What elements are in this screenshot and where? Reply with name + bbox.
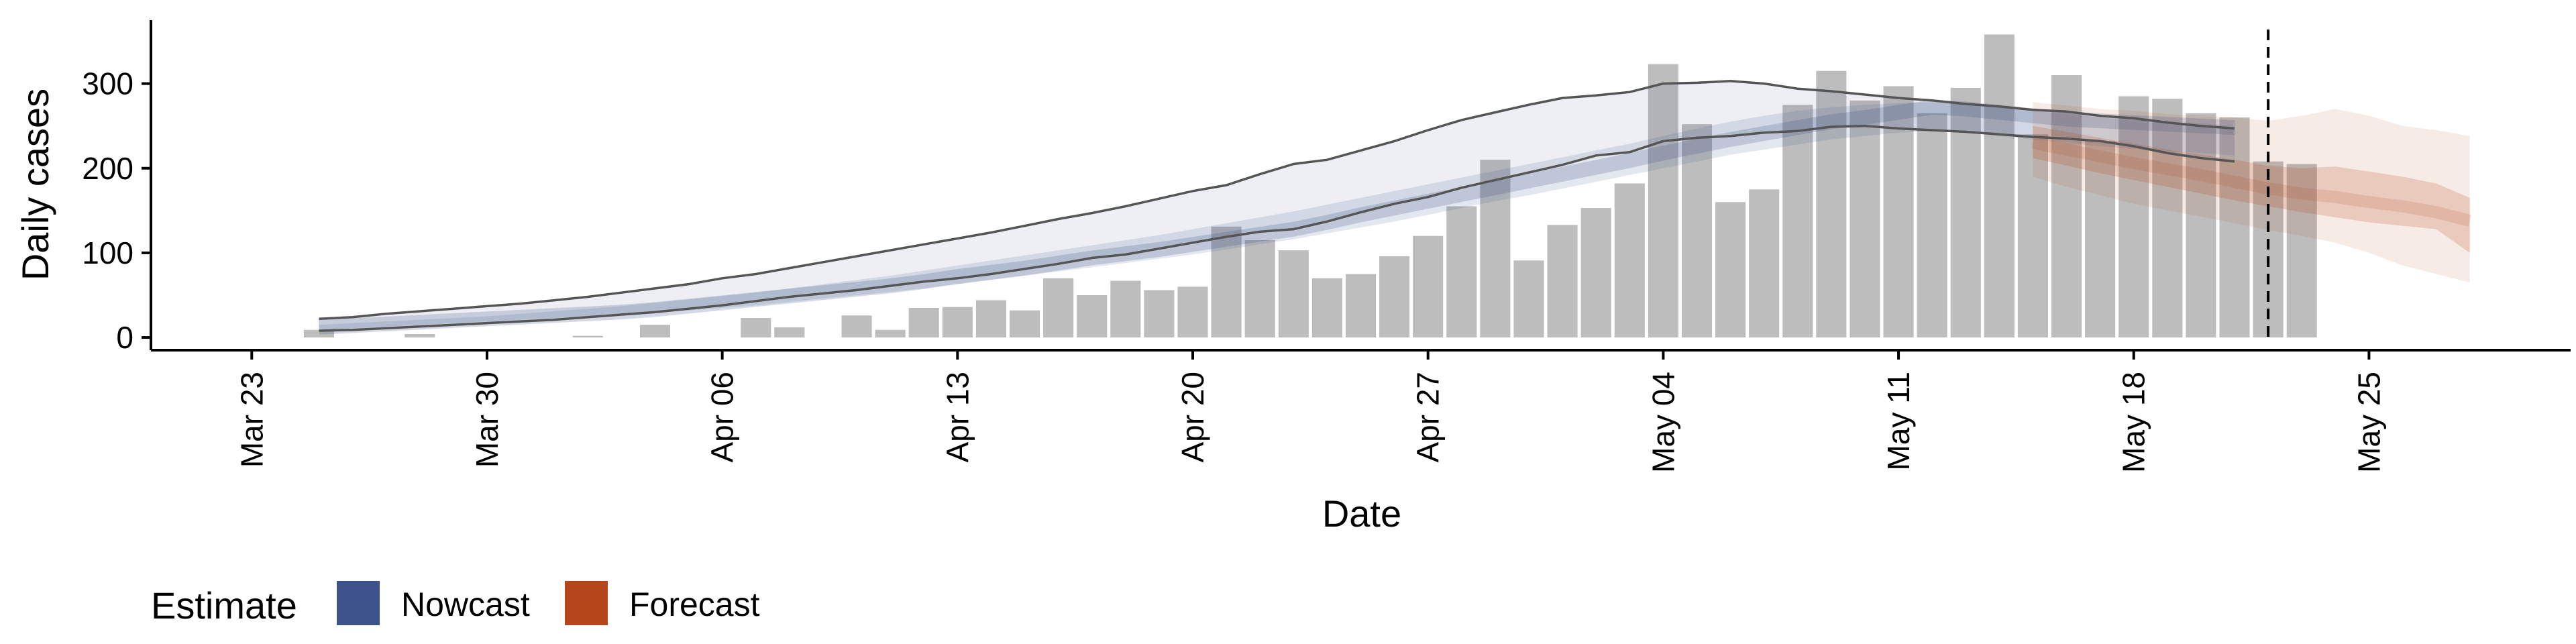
- bar: [1547, 225, 1578, 338]
- nowcast-lower-line: [319, 124, 2235, 332]
- bar: [1379, 256, 1410, 338]
- bar: [1917, 113, 1947, 338]
- bar: [1009, 310, 1040, 338]
- x-tick-label: Apr 20: [1175, 372, 1210, 463]
- x-axis-title: Date: [1322, 492, 1401, 535]
- x-tick-label: May 11: [1881, 372, 1916, 470]
- bar: [1413, 235, 1444, 338]
- bar: [975, 300, 1006, 338]
- bar: [1211, 226, 1242, 338]
- bar: [1144, 290, 1175, 338]
- nowcast-median-line: [318, 99, 2235, 335]
- bar: [1177, 286, 1208, 338]
- x-axis-ticks: Mar 23 Mar 30 Apr 06 Apr 13 Apr 20 Apr 27 May …: [234, 350, 2386, 473]
- bar: [1816, 70, 1847, 338]
- bar: [1311, 278, 1342, 338]
- bar: [405, 334, 435, 338]
- bar: [774, 327, 805, 338]
- bar: [1984, 34, 2015, 338]
- bar: [1043, 278, 1074, 338]
- interval-lines: [319, 80, 2235, 332]
- daily-cases-bars: [303, 34, 2317, 338]
- bar: [1110, 280, 1141, 338]
- forecast-50-band: [2033, 125, 2470, 253]
- y-axis-title: Daily cases: [14, 89, 56, 280]
- y-tick-label: 200: [82, 151, 133, 186]
- bar: [942, 307, 973, 338]
- bar: [2286, 164, 2317, 338]
- bar: [1648, 64, 1678, 338]
- bar: [1782, 105, 1813, 338]
- x-tick-label: Apr 06: [705, 372, 740, 463]
- x-tick-label: Mar 23: [234, 372, 269, 468]
- bar: [2186, 113, 2216, 338]
- bar: [1077, 295, 1108, 338]
- y-axis-ticks: 0 100 200 300: [82, 66, 151, 355]
- bar: [1950, 87, 1981, 338]
- bar: [1849, 100, 1880, 338]
- legend-label-forecast: Forecast: [629, 586, 760, 623]
- bar: [1345, 274, 1377, 338]
- bar: [639, 325, 671, 338]
- bar: [875, 329, 906, 338]
- y-tick-label: 300: [82, 66, 133, 101]
- y-tick-label: 100: [82, 235, 133, 270]
- bar: [1681, 124, 1713, 338]
- nowcast-90-band: [319, 80, 2235, 331]
- bar: [908, 307, 939, 338]
- legend-swatch-forecast: [565, 581, 608, 625]
- forecast-median-line: [2031, 137, 2471, 227]
- bar: [1614, 183, 1645, 338]
- nowcast-upper-line: [319, 80, 2235, 321]
- legend-title: Estimate: [151, 584, 297, 627]
- x-tick-label: Apr 13: [940, 372, 975, 463]
- bar: [1446, 206, 1477, 338]
- bar: [2118, 96, 2149, 338]
- bar: [1580, 208, 1611, 338]
- bar: [1244, 240, 1275, 338]
- bar: [2017, 134, 2048, 338]
- bar: [841, 315, 872, 338]
- bar: [2085, 141, 2116, 338]
- bar: [303, 329, 335, 338]
- legend: Estimate Nowcast Forecast: [151, 581, 760, 627]
- bar: [741, 318, 771, 338]
- bar: [1715, 202, 1746, 338]
- bar: [2152, 99, 2183, 338]
- x-tick-label: Mar 30: [470, 372, 504, 468]
- bar: [2051, 75, 2082, 338]
- bar: [1513, 260, 1544, 338]
- x-tick-label: May 25: [2351, 372, 2386, 473]
- x-tick-label: May 18: [2116, 372, 2151, 473]
- bar: [2219, 117, 2250, 338]
- bar: [1278, 250, 1309, 338]
- x-tick-label: May 04: [1646, 372, 1680, 473]
- bar: [1480, 160, 1511, 338]
- bar: [572, 335, 603, 338]
- x-tick-label: Apr 27: [1411, 372, 1446, 463]
- nowcast-50-band: [319, 102, 2235, 330]
- legend-swatch-nowcast: [337, 581, 380, 625]
- y-tick-label: 0: [116, 320, 133, 355]
- legend-label-nowcast: Nowcast: [401, 586, 530, 623]
- bar: [1749, 189, 1780, 338]
